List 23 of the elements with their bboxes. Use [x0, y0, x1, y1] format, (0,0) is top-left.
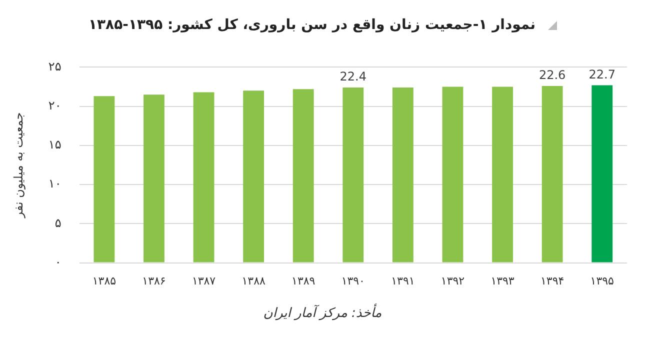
data-label: 22.6 — [538, 68, 566, 82]
y-tick-label: ۱۵ — [48, 138, 62, 152]
x-tick-label: ۱۳۹۲ — [440, 274, 465, 288]
text: مأخذ: مرکز آمار ایران — [262, 306, 383, 321]
x-tick-label: ۱۳۸۶ — [142, 274, 166, 288]
x-tick-label: ۱۳۹۴ — [540, 274, 564, 288]
x-tick-label: ۱۳۸۹ — [292, 274, 316, 288]
x-tick-label: ۱۳۸۵ — [92, 274, 116, 288]
x-tick-label: ۱۳۹۳ — [490, 274, 514, 288]
y-tick-label: ۲۰ — [48, 98, 62, 112]
y-tick-label: ۵ — [54, 216, 62, 230]
chart-title: نمودار ۱-جمعیت زنان واقع در سن باروری، کل کشور: ۱۳۹۵-۱۳۸۵ — [88, 17, 536, 33]
y-tick-label: ۰ — [54, 254, 62, 269]
data-label: 22.4 — [340, 70, 367, 84]
y-axis-title: جمعیت به میلیون نفر — [11, 112, 26, 219]
x-tick-label: ۱۳۹۵ — [590, 274, 614, 288]
y-tick-label: ۱۰ — [48, 176, 62, 191]
y-tick-label: ۲۵ — [48, 59, 62, 74]
x-tick-label: ۱۳۸۸ — [242, 274, 266, 288]
x-tick-label: ۱۳۹۰ — [341, 274, 365, 288]
x-tick-label: ۱۳۹۱ — [391, 274, 415, 288]
data-label: 22.7 — [588, 67, 616, 82]
x-tick-label: ۱۳۸۷ — [192, 274, 216, 288]
